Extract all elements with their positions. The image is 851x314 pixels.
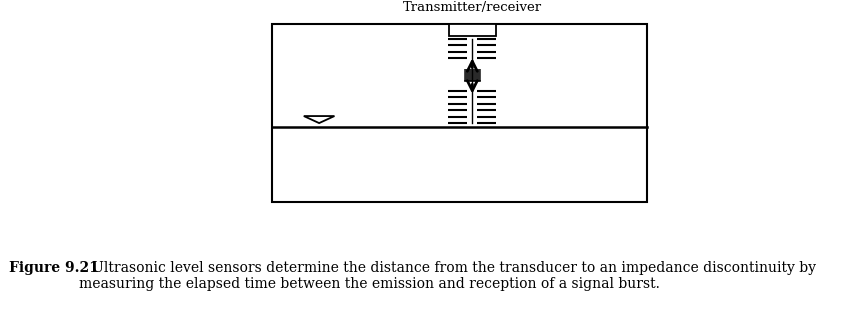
Text: Ultrasonic level sensors determine the distance from the transducer to an impeda: Ultrasonic level sensors determine the d…	[79, 261, 816, 291]
Text: Transmitter/receiver: Transmitter/receiver	[403, 1, 542, 14]
Text: Figure 9.21: Figure 9.21	[9, 261, 99, 275]
Bar	[449, 24, 496, 36]
